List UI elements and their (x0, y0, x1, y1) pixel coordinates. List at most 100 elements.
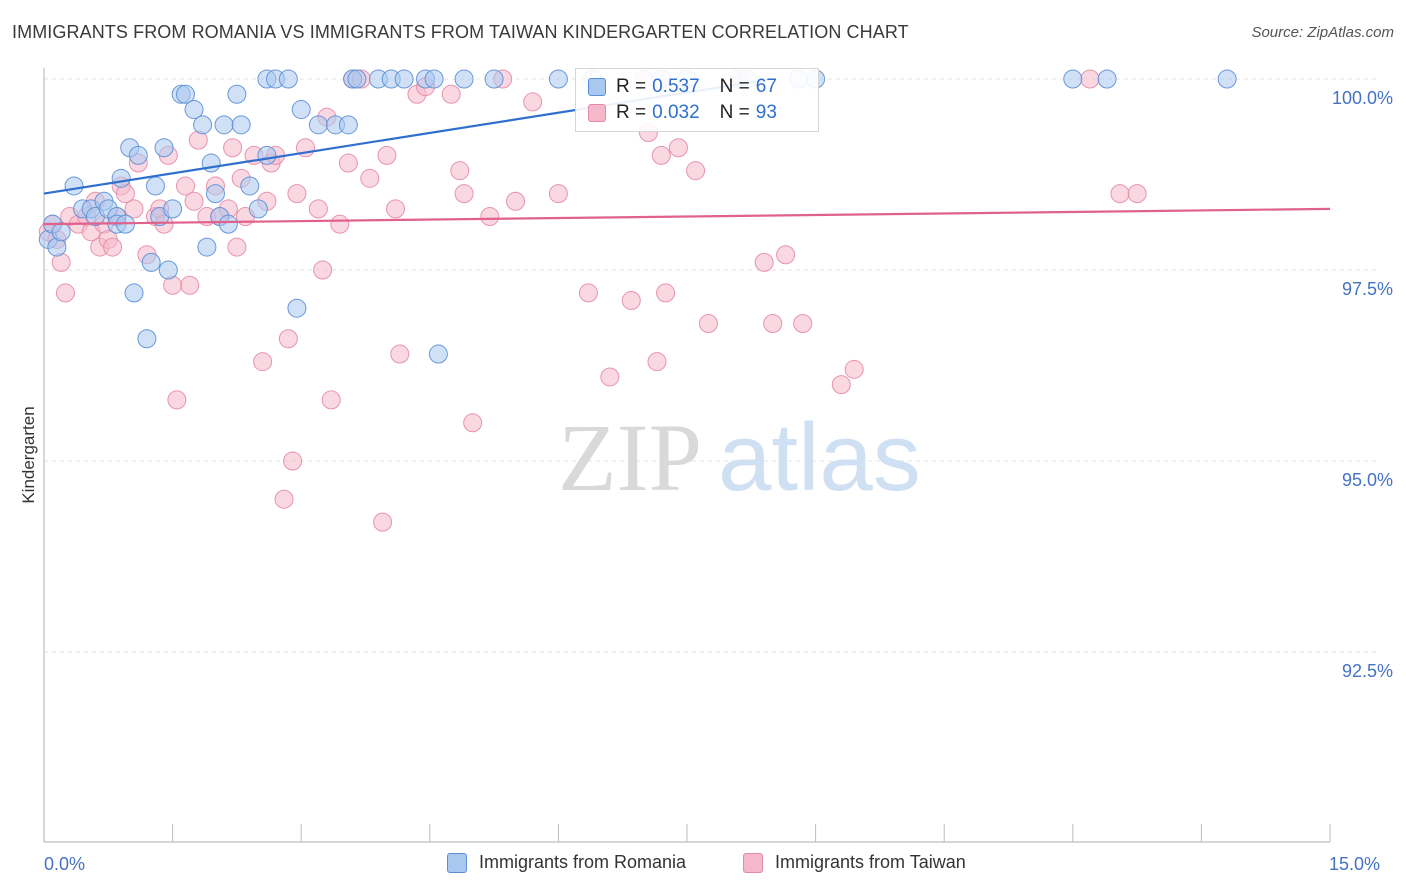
taiwan-point (463, 413, 483, 433)
taiwan-point (844, 359, 864, 379)
romania-point (158, 260, 178, 280)
x-tick-label: 15.0% (1329, 854, 1380, 874)
romania-point (145, 176, 165, 196)
romania-point (424, 69, 444, 89)
taiwan-point (578, 283, 598, 303)
taiwan-point (287, 184, 307, 204)
taiwan-point (621, 291, 641, 311)
romania-point (278, 69, 298, 89)
romania-point (51, 222, 71, 242)
y-tick-label: 100.0% (1332, 88, 1393, 108)
romania-point (338, 115, 358, 135)
legend-n-value-taiwan: 93 (755, 102, 777, 123)
legend-swatch-romania (588, 78, 606, 96)
taiwan-point (283, 451, 303, 471)
romania-point (240, 176, 260, 196)
y-axis-label: Kindergarten (19, 406, 38, 503)
taiwan-point (454, 184, 474, 204)
taiwan-point (223, 138, 243, 158)
taiwan-point (441, 84, 461, 104)
bottom-legend-label-taiwan: Immigrants from Taiwan (775, 852, 966, 872)
legend-row-romania: R = 0.537 N = 67 (588, 74, 777, 100)
taiwan-point (253, 352, 273, 372)
stats-legend: R = 0.537 N = 67 R = 0.032 N = 93 (575, 68, 819, 132)
grid-lines (44, 78, 1380, 653)
romania-point (154, 138, 174, 158)
taiwan-point (686, 161, 706, 181)
taiwan-point (184, 191, 204, 211)
taiwan-point (831, 375, 851, 395)
taiwan-point (330, 214, 350, 234)
watermark-atlas: atlas (718, 404, 921, 511)
romania-point (548, 69, 568, 89)
romania-point (64, 176, 84, 196)
romania-point (214, 115, 234, 135)
x-tick-labels: 0.0% 15.0% (44, 854, 1380, 874)
romania-point (394, 69, 414, 89)
legend-r-label: R = (616, 102, 647, 123)
legend-n-label: N = (719, 76, 750, 97)
taiwan-point (227, 237, 247, 257)
taiwan-point (103, 237, 123, 257)
romania-point (111, 168, 131, 188)
legend-n-label: N = (719, 102, 750, 123)
romania-point (231, 115, 251, 135)
taiwan-point (1110, 184, 1130, 204)
taiwan-point (278, 329, 298, 349)
x-tick-label: 0.0% (44, 854, 85, 874)
romania-point (175, 84, 195, 104)
romania-point (124, 283, 144, 303)
watermark-zip: ZIP (558, 404, 702, 511)
taiwan-point (506, 191, 526, 211)
taiwan-point (390, 344, 410, 364)
taiwan-point (651, 145, 671, 165)
taiwan-point (313, 260, 333, 280)
romania-point (184, 100, 204, 120)
y-tick-label: 92.5% (1342, 661, 1393, 681)
taiwan-point (360, 168, 380, 188)
romania-point (248, 199, 268, 219)
romania-point (193, 115, 213, 135)
taiwan-trend-line (43, 207, 1331, 226)
romania-point (227, 84, 247, 104)
taiwan-point (308, 199, 328, 219)
romania-point (218, 214, 238, 234)
taiwan-point (167, 390, 187, 410)
romania-point (484, 69, 504, 89)
taiwan-point (548, 184, 568, 204)
romania-point (1097, 69, 1117, 89)
taiwan-point (180, 275, 200, 295)
y-tick-label: 97.5% (1342, 279, 1393, 299)
taiwan-point (321, 390, 341, 410)
taiwan-point (274, 489, 294, 509)
taiwan-point (656, 283, 676, 303)
taiwan-point (698, 313, 718, 333)
romania-point (128, 145, 148, 165)
bottom-legend-swatch-romania (447, 852, 467, 873)
romania-point (428, 344, 448, 364)
watermark: ZIP atlas (558, 404, 921, 511)
romania-point (137, 329, 157, 349)
taiwan-point (124, 199, 144, 219)
taiwan-point (763, 313, 783, 333)
taiwan-point (377, 145, 397, 165)
taiwan-point (523, 92, 543, 112)
taiwan-point (776, 245, 796, 265)
taiwan-point (386, 199, 406, 219)
series-romania-points (38, 69, 1237, 364)
legend-r-value-romania: 0.537 (652, 76, 700, 97)
series-taiwan-points (38, 69, 1147, 532)
bottom-legend-romania: Immigrants from Romania (447, 852, 686, 873)
taiwan-point (793, 313, 813, 333)
bottom-legend-label-romania: Immigrants from Romania (479, 852, 687, 872)
taiwan-point (1080, 69, 1100, 89)
romania-point (197, 237, 217, 257)
romania-point (454, 69, 474, 89)
romania-point (291, 100, 311, 120)
taiwan-point (754, 252, 774, 272)
taiwan-point (55, 283, 75, 303)
legend-r-label: R = (616, 76, 647, 97)
bottom-legend-swatch-taiwan (743, 852, 763, 873)
taiwan-point (480, 207, 500, 227)
taiwan-point (600, 367, 620, 387)
